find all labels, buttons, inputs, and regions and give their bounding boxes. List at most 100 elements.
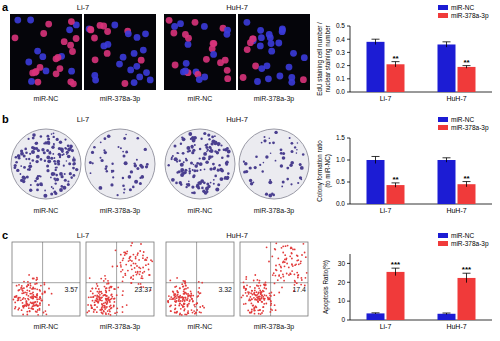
event xyxy=(305,256,307,258)
event xyxy=(26,314,28,316)
colony xyxy=(100,157,102,159)
event xyxy=(296,282,298,284)
colony xyxy=(206,151,208,153)
event xyxy=(32,308,34,310)
colony xyxy=(129,188,132,191)
micrograph xyxy=(84,14,156,90)
quadrant-line xyxy=(270,242,271,316)
bars xyxy=(367,268,476,320)
event xyxy=(256,285,258,287)
event xyxy=(130,282,132,284)
colony xyxy=(214,175,217,178)
event xyxy=(187,310,189,312)
event xyxy=(189,300,191,302)
event xyxy=(41,300,43,302)
y-tick-label: 20 xyxy=(338,279,346,286)
event xyxy=(20,299,22,301)
event xyxy=(169,280,171,282)
event xyxy=(277,279,279,281)
event xyxy=(270,301,272,303)
event xyxy=(22,287,24,289)
event xyxy=(120,266,122,268)
colony xyxy=(263,139,266,142)
event xyxy=(107,280,109,282)
event xyxy=(36,293,38,295)
event xyxy=(136,274,138,276)
colony xyxy=(286,167,289,170)
colony xyxy=(73,157,75,159)
event xyxy=(32,287,34,289)
event xyxy=(14,308,16,310)
colony xyxy=(215,188,219,192)
event xyxy=(116,265,118,267)
event xyxy=(135,258,137,260)
image-panel: bLi-7miR-NCmiR-378a-3pHuH-7miR-NCmiR-378… xyxy=(2,113,309,215)
event xyxy=(126,304,128,306)
event xyxy=(94,309,96,311)
event xyxy=(176,277,178,279)
colony xyxy=(210,148,212,150)
event xyxy=(143,251,145,253)
nucleus xyxy=(196,76,203,83)
colony xyxy=(61,154,63,156)
event xyxy=(274,283,276,285)
colony xyxy=(110,183,113,186)
event xyxy=(114,288,116,290)
event xyxy=(256,306,258,308)
event xyxy=(96,311,98,313)
y-tick xyxy=(347,78,350,79)
event xyxy=(247,291,249,293)
colony xyxy=(139,177,141,179)
event xyxy=(90,296,92,298)
event xyxy=(297,255,299,257)
event xyxy=(255,294,257,296)
colony xyxy=(206,143,208,145)
nucleus xyxy=(279,26,286,33)
colony xyxy=(64,139,66,141)
colony xyxy=(186,146,190,150)
event xyxy=(298,274,300,276)
event xyxy=(180,300,182,302)
nucleus xyxy=(68,68,75,75)
colony xyxy=(35,142,38,145)
colony xyxy=(297,142,299,144)
colony xyxy=(211,142,214,145)
quadrant-percent: 3.32 xyxy=(218,286,232,293)
event xyxy=(40,300,42,302)
colony xyxy=(128,175,132,179)
colony xyxy=(31,146,34,149)
event xyxy=(88,310,90,312)
nucleus xyxy=(268,40,275,47)
event xyxy=(15,306,17,308)
y-tick xyxy=(347,263,350,264)
event xyxy=(30,302,32,304)
event xyxy=(176,297,178,299)
colony xyxy=(29,189,32,192)
event xyxy=(35,279,37,281)
nucleus xyxy=(210,51,217,58)
legend-label: miR-NC xyxy=(451,4,474,11)
nucleus xyxy=(143,69,150,76)
nucleus xyxy=(28,78,35,85)
event xyxy=(128,257,130,259)
quadrant-percent: 23.37 xyxy=(134,286,152,293)
event xyxy=(191,294,193,296)
bar xyxy=(458,67,476,92)
event xyxy=(247,310,249,312)
nucleus xyxy=(300,76,307,83)
event xyxy=(255,305,257,307)
event xyxy=(25,300,27,302)
event xyxy=(197,291,199,293)
panel-letter: c xyxy=(2,229,8,241)
nucleus xyxy=(68,18,75,25)
event xyxy=(174,304,176,306)
event xyxy=(288,267,290,269)
nucleus xyxy=(45,21,52,28)
event xyxy=(245,288,247,290)
colony xyxy=(200,169,202,171)
cell-line-label: HuH-7 xyxy=(226,3,248,12)
colony xyxy=(89,161,92,164)
legend-label: miR-NC xyxy=(451,116,474,123)
event xyxy=(39,303,41,305)
event xyxy=(252,294,254,296)
